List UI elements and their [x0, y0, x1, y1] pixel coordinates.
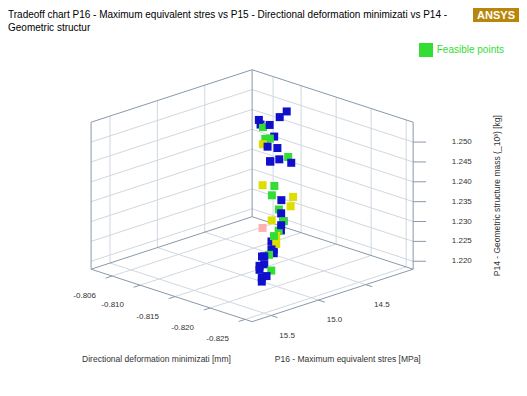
svg-text:Directional deformation minimi: Directional deformation minimizati [mm]	[82, 354, 231, 364]
svg-text:1.240: 1.240	[452, 177, 473, 186]
svg-text:-0.810: -0.810	[101, 300, 124, 309]
svg-text:15.0: 15.0	[327, 315, 343, 324]
svg-text:1.245: 1.245	[452, 157, 473, 166]
svg-text:-0.820: -0.820	[171, 323, 194, 332]
svg-text:P16 - Maximum equivalent stres: P16 - Maximum equivalent stres [MPa]	[275, 354, 421, 364]
svg-text:15.5: 15.5	[279, 331, 295, 340]
svg-text:1.235: 1.235	[452, 197, 473, 206]
svg-text:1.220: 1.220	[452, 256, 473, 265]
svg-text:-0.825: -0.825	[206, 334, 229, 343]
svg-text:P14 - Geometric structure mass: P14 - Geometric structure mass (_10³) [k…	[492, 115, 502, 276]
html-text:Tradeoff chart P16 - Maximum e: Tradeoff chart P16 - Maximum equivalent …	[8, 9, 448, 33]
svg-text:14.5: 14.5	[374, 300, 390, 309]
svg-text:1.225: 1.225	[452, 236, 473, 245]
svg-text:-0.806: -0.806	[73, 291, 96, 300]
svg-text:1.250: 1.250	[452, 137, 473, 146]
html-text:Feasible points: Feasible points	[436, 43, 504, 55]
svg-text:-0.815: -0.815	[136, 312, 159, 321]
svg-text:1.230: 1.230	[452, 217, 473, 226]
html-text:ANSYS: ANSYS	[477, 9, 515, 21]
